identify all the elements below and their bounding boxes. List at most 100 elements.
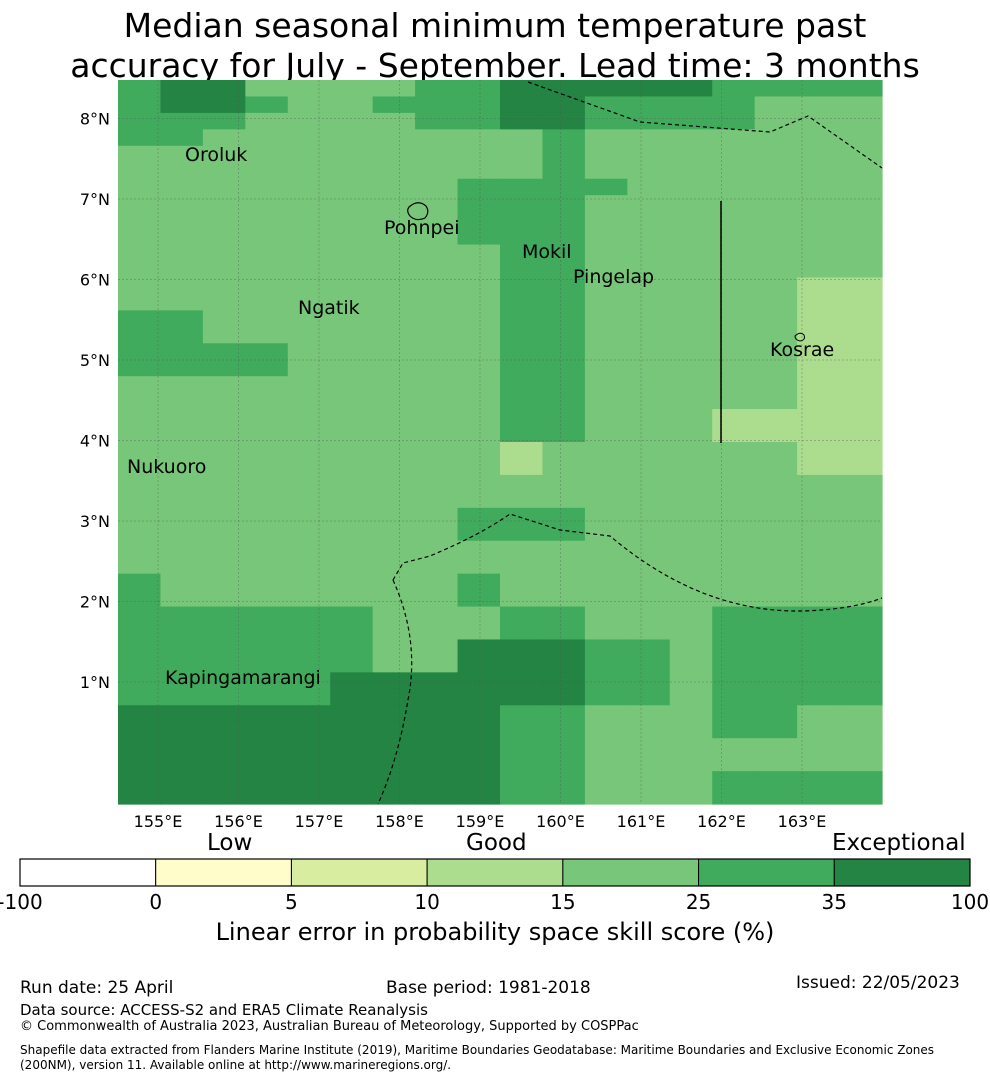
skill-cell — [754, 244, 798, 262]
skill-cell — [542, 425, 586, 443]
skill-cell — [457, 590, 501, 608]
skill-cell — [118, 639, 162, 657]
skill-cell — [330, 293, 374, 311]
skill-cell — [542, 721, 586, 739]
skill-cell — [415, 310, 459, 328]
skill-cell — [330, 738, 374, 756]
skill-cell — [330, 178, 374, 196]
place-label: Mokil — [522, 241, 572, 263]
skill-cell — [330, 376, 374, 394]
skill-cell — [330, 507, 374, 525]
skill-cell — [372, 211, 416, 229]
skill-cell — [712, 771, 756, 789]
skill-cell — [542, 178, 586, 196]
skill-cell — [330, 540, 374, 558]
skill-cell — [712, 326, 756, 344]
skill-cell — [712, 310, 756, 328]
island-outlines — [407, 202, 805, 342]
skill-cell — [287, 507, 331, 525]
chart-title-line1: Median seasonal minimum temperature past — [123, 6, 867, 45]
skill-cell — [160, 310, 204, 328]
skill-cell — [754, 293, 798, 311]
skill-cell — [372, 178, 416, 196]
skill-cell — [330, 705, 374, 723]
skill-cell — [754, 310, 798, 328]
skill-cell — [415, 129, 459, 147]
skill-cell — [627, 211, 671, 229]
place-label: Oroluk — [185, 144, 247, 166]
skill-cell — [415, 228, 459, 246]
skill-cell — [712, 129, 756, 147]
skill-cell — [542, 507, 586, 525]
skill-cell — [754, 195, 798, 213]
skill-cell — [542, 277, 586, 295]
skill-cell — [500, 162, 544, 180]
skill-cell — [245, 623, 289, 641]
skill-cell — [415, 606, 459, 624]
skill-cell — [202, 738, 246, 756]
skill-cell — [372, 442, 416, 460]
skill-cell — [669, 425, 713, 443]
skill-cell — [797, 129, 841, 147]
skill-cell — [245, 771, 289, 789]
colorbar-segment — [426, 858, 564, 887]
skill-cell — [542, 688, 586, 706]
skill-cell — [500, 524, 544, 542]
skill-grid — [118, 80, 883, 805]
skill-cell — [457, 787, 501, 805]
skill-cell — [669, 442, 713, 460]
skill-cell — [457, 721, 501, 739]
skill-cell — [330, 590, 374, 608]
skill-cell — [202, 474, 246, 492]
skill-cell — [160, 458, 204, 476]
skill-cell — [287, 606, 331, 624]
colorbar-tick-label: -100 — [0, 890, 43, 914]
skill-cell — [669, 507, 713, 525]
skill-cell — [797, 425, 841, 443]
skill-cell — [415, 425, 459, 443]
skill-cell — [542, 442, 586, 460]
skill-cell — [500, 392, 544, 410]
lat-tick-label: 3°N — [80, 512, 110, 531]
skill-cell — [584, 343, 628, 361]
skill-cell — [712, 655, 756, 673]
skill-cell — [415, 705, 459, 723]
skill-cell — [245, 590, 289, 608]
skill-cell — [500, 244, 544, 262]
skill-cell — [160, 491, 204, 509]
skill-cell — [202, 573, 246, 591]
skill-cell — [118, 442, 162, 460]
skill-cell — [287, 655, 331, 673]
skill-cell — [202, 310, 246, 328]
skill-cell — [457, 112, 501, 130]
skill-cell — [669, 211, 713, 229]
skill-cell — [712, 96, 756, 114]
skill-cell — [584, 80, 628, 98]
skill-cell — [797, 557, 841, 575]
lon-tick-label: 160°E — [536, 812, 585, 831]
skill-cell — [584, 655, 628, 673]
skill-cell — [542, 359, 586, 377]
skill-cell — [797, 178, 841, 196]
skill-cell — [542, 458, 586, 476]
skill-cell — [754, 359, 798, 377]
skill-cell — [245, 244, 289, 262]
skill-cell — [245, 639, 289, 657]
skill-cell — [287, 392, 331, 410]
skill-cell — [839, 672, 883, 690]
skill-cell — [627, 80, 671, 98]
skill-cell — [584, 787, 628, 805]
skill-cell — [500, 359, 544, 377]
colorbar-tick-label: 35 — [821, 890, 848, 914]
skill-cell — [287, 524, 331, 542]
skill-cell — [500, 277, 544, 295]
skill-cell — [160, 639, 204, 657]
skill-cell — [500, 211, 544, 229]
skill-cell — [415, 112, 459, 130]
skill-cell — [330, 655, 374, 673]
skill-cell — [542, 771, 586, 789]
skill-cell — [160, 261, 204, 279]
skill-cell — [372, 655, 416, 673]
skill-cell — [669, 409, 713, 427]
